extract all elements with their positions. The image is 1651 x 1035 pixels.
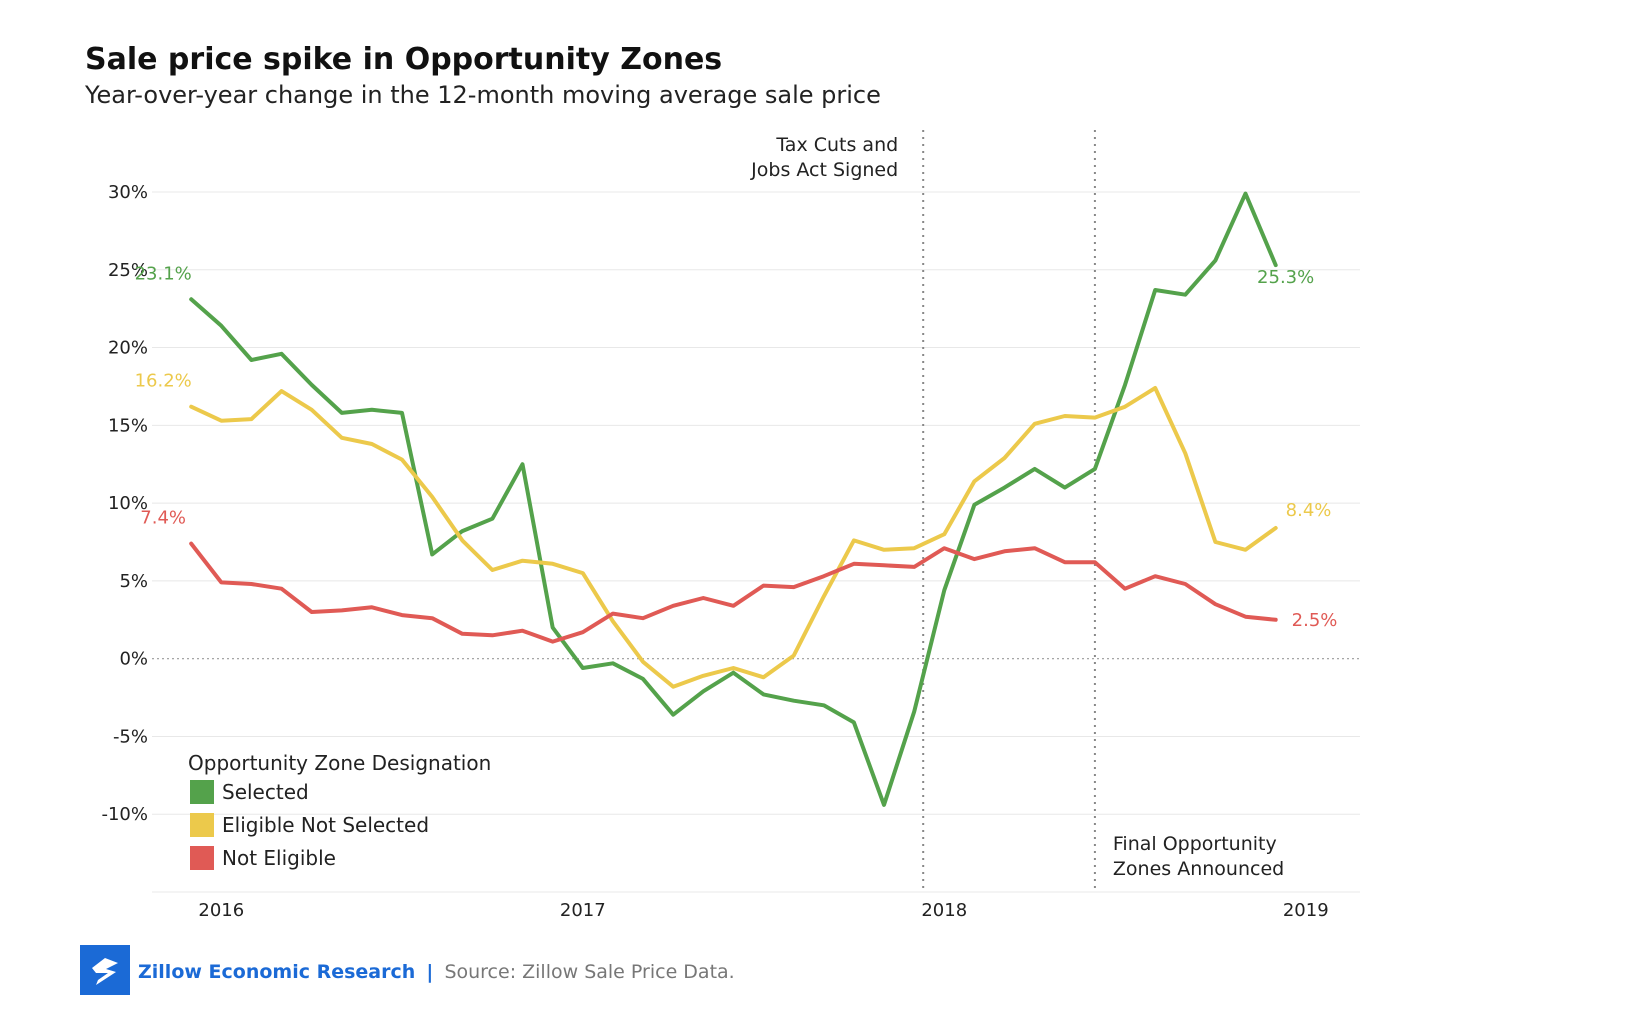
- legend-label: Selected: [222, 780, 309, 804]
- footer-separator: |: [426, 961, 433, 983]
- legend-title: Opportunity Zone Designation: [188, 751, 491, 775]
- end-data-label: 25.3%: [1257, 267, 1314, 288]
- footer-brand: Zillow Economic Research: [138, 961, 415, 983]
- legend-item: Selected: [190, 780, 309, 804]
- legend-swatch: [190, 813, 214, 837]
- y-tick-label: 10%: [108, 493, 148, 514]
- y-axis: 30% 25% 20% 15% 10% 5% 0% -5% -10%: [101, 182, 148, 825]
- x-tick-label: 2017: [560, 900, 606, 921]
- legend-label: Not Eligible: [222, 846, 336, 870]
- legend-label: Eligible Not Selected: [222, 813, 429, 837]
- y-tick-label: 25%: [108, 260, 148, 281]
- footer-text: Zillow Economic Research | Source: Zillo…: [138, 961, 735, 983]
- event-lines: [922, 130, 1096, 892]
- legend-swatch: [190, 780, 214, 804]
- legend: Opportunity Zone Designation Selected Eli…: [188, 751, 491, 870]
- x-tick-label: 2016: [198, 900, 244, 921]
- end-data-label: 8.4%: [1286, 500, 1332, 521]
- series-line-eligible-not-selected: [189, 386, 1278, 689]
- y-tick-label: -5%: [113, 726, 148, 747]
- annotation-line: Zones Announced: [1113, 858, 1284, 880]
- legend-item: Not Eligible: [190, 846, 336, 870]
- y-tick-label: 20%: [108, 338, 148, 359]
- start-data-label: 16.2%: [135, 371, 192, 392]
- annotation: Tax Cuts and Jobs Act Signed: [750, 134, 898, 181]
- footer-source: Source: Zillow Sale Price Data.: [444, 961, 734, 983]
- y-tick-label: 0%: [119, 649, 148, 670]
- series-lines: [189, 191, 1278, 807]
- legend-item: Eligible Not Selected: [190, 813, 429, 837]
- y-tick-label: 30%: [108, 182, 148, 203]
- x-tick-label: 2019: [1283, 900, 1329, 921]
- y-tick-label: 5%: [119, 571, 148, 592]
- series-line-selected: [189, 191, 1278, 807]
- annotation: Final Opportunity Zones Announced: [1113, 833, 1284, 880]
- end-data-label: 2.5%: [1292, 610, 1338, 631]
- start-data-label: 7.4%: [140, 508, 186, 529]
- annotations: Tax Cuts and Jobs Act Signed Final Opportu…: [750, 134, 1284, 880]
- annotation-line: Jobs Act Signed: [750, 159, 898, 181]
- series-line-not-eligible: [189, 541, 1278, 644]
- footer: Zillow Economic Research | Source: Zillo…: [80, 945, 735, 995]
- y-tick-label: 15%: [108, 415, 148, 436]
- legend-swatch: [190, 846, 214, 870]
- annotation-line: Final Opportunity: [1113, 833, 1277, 855]
- start-data-label: 23.1%: [135, 263, 192, 284]
- grid: [152, 191, 1360, 893]
- data-labels: 23.1% 25.3% 16.2% 8.4% 7.4% 2.5%: [135, 263, 1338, 630]
- zillow-logo-icon: [80, 945, 130, 995]
- annotation-line: Tax Cuts and: [775, 134, 898, 156]
- x-tick-label: 2018: [921, 900, 967, 921]
- chart-subtitle: Year-over-year change in the 12-month mo…: [84, 81, 881, 109]
- y-tick-label: -10%: [101, 804, 148, 825]
- x-axis: 2016 2017 2018 2019: [198, 900, 1328, 921]
- chart-title: Sale price spike in Opportunity Zones: [85, 42, 722, 77]
